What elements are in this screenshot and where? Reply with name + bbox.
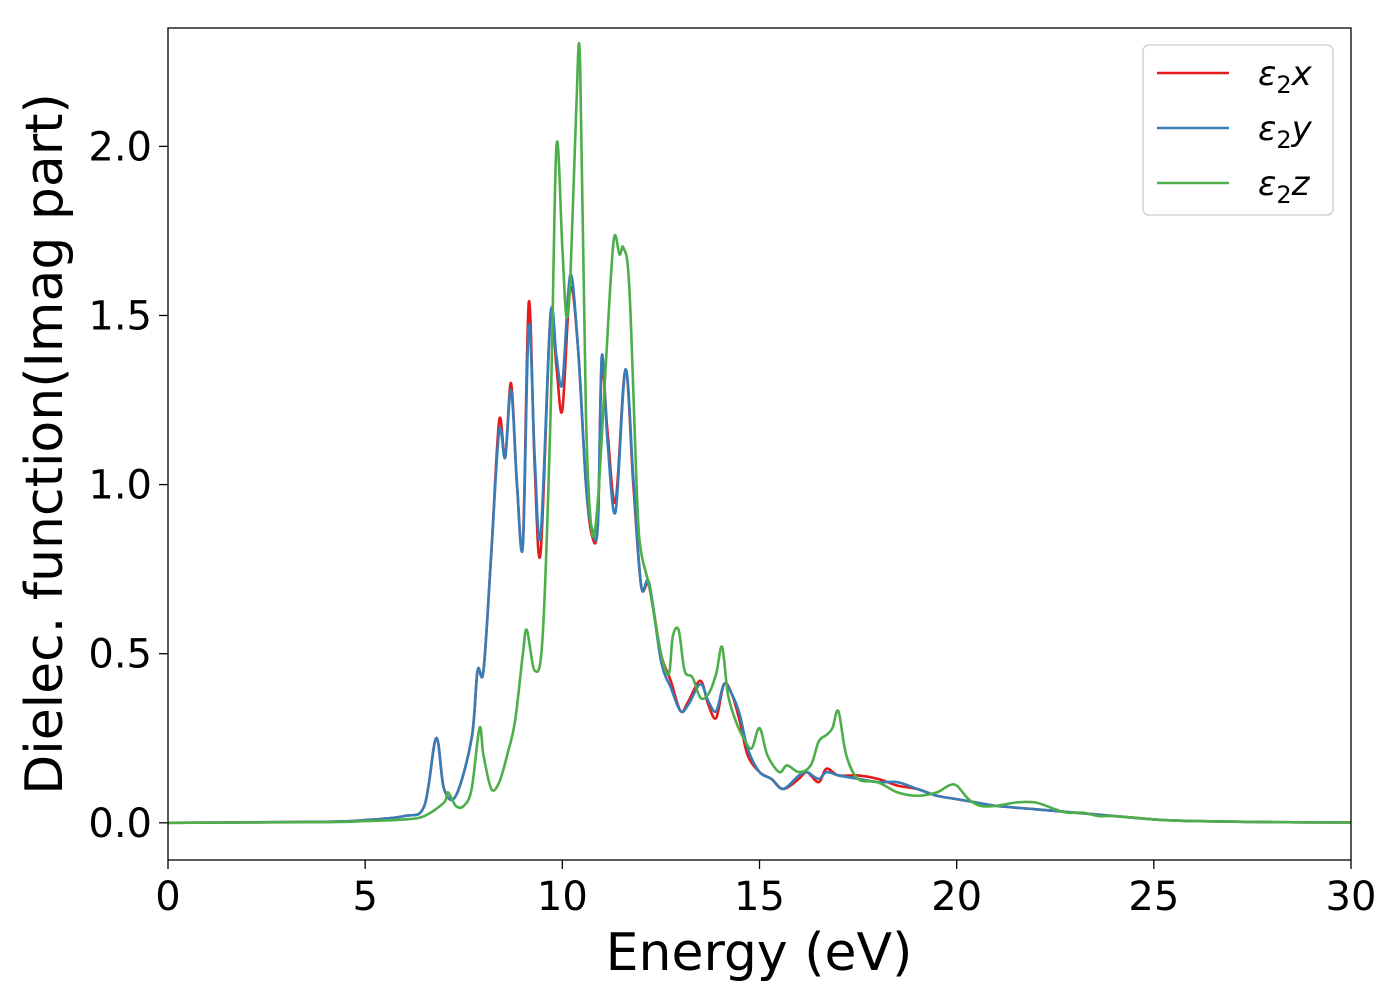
series-layer — [167, 42, 1352, 825]
x-tick-label: 5 — [352, 874, 377, 920]
series-line-eps2z — [167, 42, 1352, 825]
x-tick-label: 20 — [931, 874, 982, 920]
y-tick-label: 0.0 — [88, 801, 152, 847]
legend-label-sub: 2 — [1276, 181, 1291, 209]
y-tick-label: 1.5 — [88, 293, 152, 339]
x-tick-label: 10 — [537, 874, 588, 920]
legend-label-sub: 2 — [1276, 126, 1291, 154]
x-tick-label: 25 — [1128, 874, 1179, 920]
legend-label: ε2z — [1258, 164, 1311, 209]
legend-label-sub: 2 — [1276, 71, 1291, 99]
series-line-eps2y — [167, 273, 1352, 825]
legend-box — [1142, 44, 1334, 216]
y-tick-label: 1.0 — [88, 463, 152, 509]
y-axis: 0.0 0.5 1.0 1.5 2.0 — [88, 124, 168, 847]
y-tick-label: 2.0 — [88, 124, 152, 170]
legend-label: ε2y — [1258, 109, 1313, 154]
legend-label-var: y — [1291, 109, 1313, 149]
x-tick-label: 15 — [734, 874, 785, 920]
x-axis-title: Energy (eV) — [606, 923, 913, 983]
y-tick-label: 0.5 — [88, 632, 152, 678]
legend-label: ε2x — [1258, 54, 1313, 99]
x-axis: 0 5 10 15 20 25 30 — [155, 860, 1376, 920]
x-tick-label: 0 — [155, 874, 180, 920]
y-axis-title: Dielec. function(Imag part) — [15, 93, 75, 795]
legend-label-base: ε — [1258, 109, 1276, 149]
legend-label-base: ε — [1258, 54, 1276, 94]
legend-label-base: ε — [1258, 164, 1276, 204]
legend-label-var: x — [1291, 54, 1313, 94]
legend-label-var: z — [1291, 164, 1311, 204]
x-tick-label: 30 — [1326, 874, 1377, 920]
